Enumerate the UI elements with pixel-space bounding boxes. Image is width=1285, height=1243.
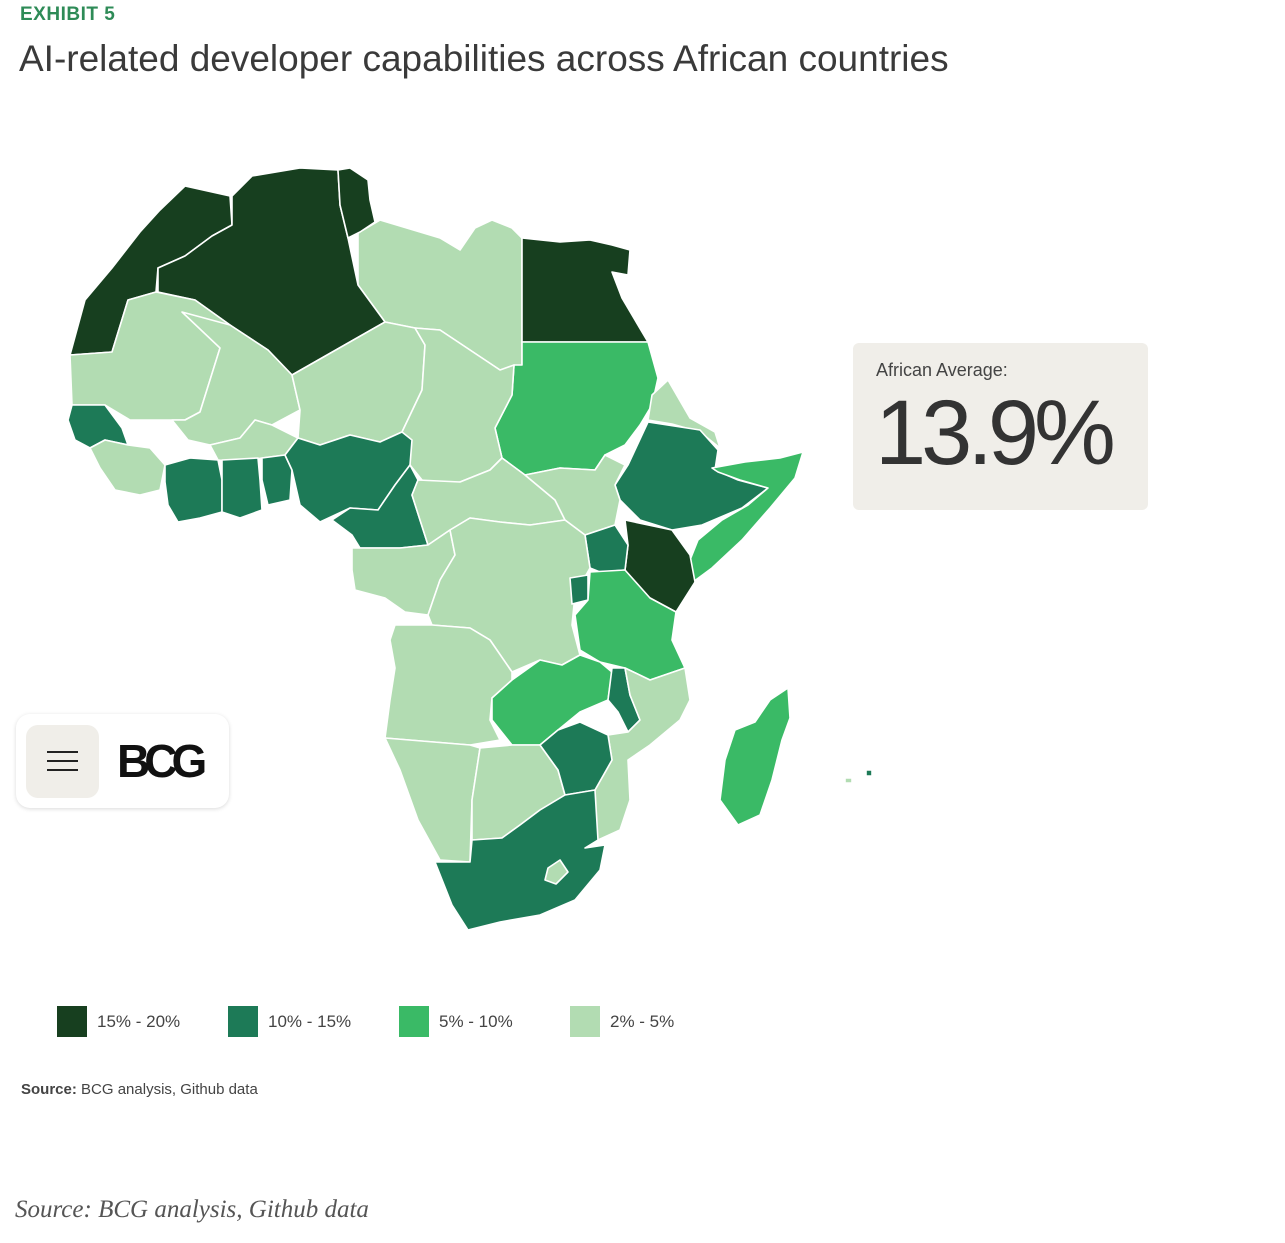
- region-namibia: [384, 737, 481, 863]
- legend-item: 10% - 15%: [228, 1006, 398, 1038]
- region-eritrea: [647, 379, 721, 449]
- source-text: BCG analysis, Github data: [81, 1081, 258, 1098]
- region-tunisia: [337, 167, 376, 239]
- region-lesotho: [544, 859, 569, 885]
- region-mauritius: [865, 769, 873, 777]
- region-guinea: [89, 439, 166, 496]
- region-south-africa: [434, 789, 606, 931]
- region-south-sudan: [524, 454, 626, 536]
- source-caption: Source: BCG analysis, Github data: [15, 1196, 369, 1223]
- legend-swatch: [570, 1006, 600, 1037]
- legend-label: 15% - 20%: [97, 1012, 181, 1031]
- bcg-logo: BCG: [117, 735, 207, 787]
- legend-item: 2% - 5%: [570, 1006, 740, 1038]
- legend-label: 10% - 15%: [268, 1012, 352, 1031]
- region-uganda: [584, 524, 629, 573]
- legend-swatch: [228, 1006, 258, 1037]
- region-comoros: [844, 777, 853, 784]
- region-benin: [261, 454, 293, 506]
- africa-choropleth-map: [67, 167, 873, 931]
- region-zimbabwe: [539, 721, 613, 796]
- region-cote-divoire: [164, 457, 223, 523]
- legend-swatch: [399, 1006, 429, 1037]
- exhibit-label: EXHIBIT 5: [20, 4, 116, 25]
- legend-item: 5% - 10%: [399, 1006, 569, 1038]
- source-note: Source: BCG analysis, Github data: [21, 1081, 258, 1098]
- african-average-label: African Average:: [876, 360, 1008, 380]
- region-zambia: [491, 654, 613, 746]
- nav-card: BCG: [16, 714, 229, 808]
- source-prefix: Source:: [21, 1081, 77, 1098]
- african-average-card: African Average: 13.9%: [853, 343, 1148, 510]
- region-mozambique: [589, 667, 691, 841]
- hamburger-menu-icon[interactable]: [26, 725, 99, 798]
- african-average-value: 13.9%: [875, 382, 1116, 484]
- region-ghana: [221, 457, 263, 519]
- page-title: AI-related developer capabilities across…: [19, 38, 949, 79]
- legend-label: 2% - 5%: [610, 1012, 675, 1031]
- region-rwanda: [569, 574, 589, 605]
- region-madagascar: [719, 687, 791, 826]
- region-angola: [384, 624, 513, 746]
- legend-swatch: [57, 1006, 87, 1037]
- legend-item: 15% - 20%: [57, 1006, 227, 1038]
- legend-label: 5% - 10%: [439, 1012, 513, 1031]
- region-egypt: [521, 237, 649, 343]
